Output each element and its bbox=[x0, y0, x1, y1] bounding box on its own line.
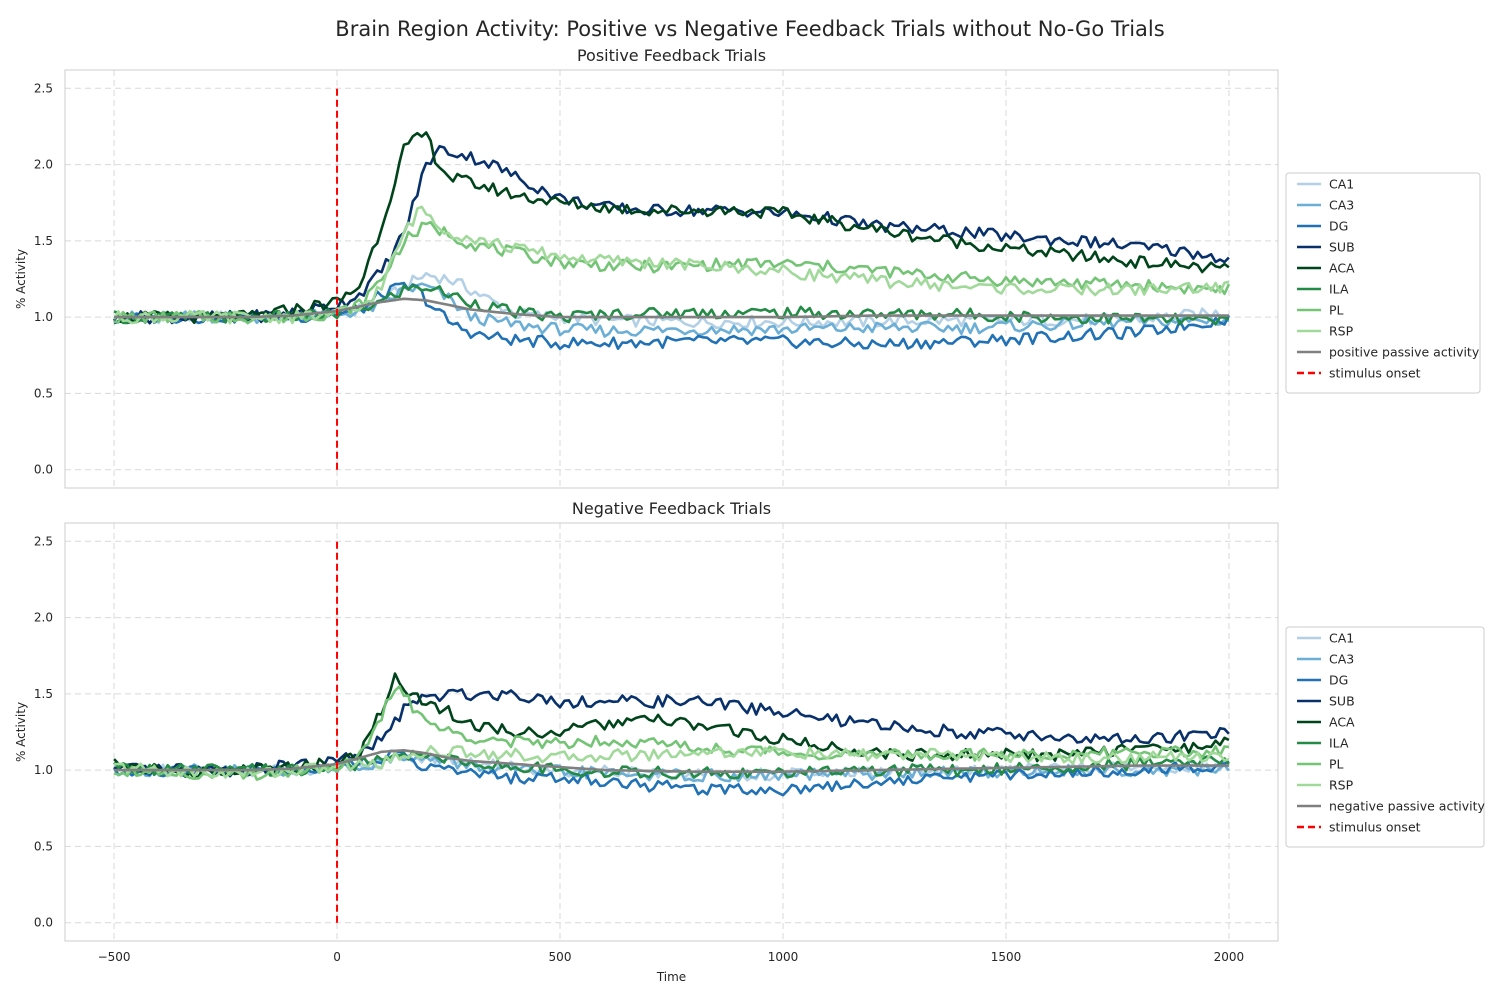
legend-label: stimulus onset bbox=[1329, 366, 1421, 381]
legend: CA1 CA3 DG SUB ACA ILA PL RSP negative passive a… bbox=[1285, 626, 1485, 848]
legend-label: ACA bbox=[1329, 715, 1355, 730]
y-tick-label: 2.5 bbox=[34, 81, 53, 95]
legend-label: DG bbox=[1329, 673, 1348, 688]
legend-label: PL bbox=[1329, 303, 1344, 318]
axes-frame bbox=[64, 522, 1279, 942]
legend-label: SUB bbox=[1329, 694, 1355, 709]
y-tick-label: 2.5 bbox=[34, 534, 53, 548]
series-line-ca3 bbox=[113, 282, 1230, 338]
x-tick-label: 1500 bbox=[991, 950, 1022, 964]
axes-frame bbox=[64, 69, 1279, 489]
series-line-positive-passive-activity bbox=[114, 297, 1229, 319]
legend-label: ILA bbox=[1329, 736, 1349, 751]
legend: CA1 CA3 DG SUB ACA ILA PL RSP positive passive a… bbox=[1285, 172, 1481, 394]
legend-label: PL bbox=[1329, 757, 1344, 772]
legend-label: ACA bbox=[1329, 261, 1355, 276]
legend-label: CA1 bbox=[1329, 631, 1354, 646]
y-tick-label: 1.0 bbox=[34, 310, 53, 324]
series-line-rsp bbox=[113, 745, 1230, 779]
series-line-sub bbox=[113, 688, 1230, 778]
legend-label: stimulus onset bbox=[1329, 820, 1421, 835]
legend-label: CA3 bbox=[1329, 652, 1354, 667]
x-tick-label: −500 bbox=[98, 950, 131, 964]
legend-label: positive passive activity bbox=[1329, 345, 1480, 360]
series-line-aca bbox=[113, 131, 1230, 325]
negative-feedback-panel: 0.0 0.5 1.0 1.5 2.0 2.5 −500 0 500 1000 1500 2000 Ne… bbox=[14, 499, 1485, 984]
series-line-negative-passive-activity bbox=[114, 749, 1229, 773]
y-tick-label: 0.5 bbox=[34, 386, 53, 400]
legend-label: SUB bbox=[1329, 240, 1355, 255]
y-tick-label: 1.0 bbox=[34, 763, 53, 777]
negative-panel-title: Negative Feedback Trials bbox=[572, 499, 771, 518]
y-axis-label: % Activity bbox=[14, 249, 28, 309]
x-tick-label: 0 bbox=[333, 950, 341, 964]
legend-label: DG bbox=[1329, 219, 1348, 234]
legend-label: CA1 bbox=[1329, 177, 1354, 192]
y-tick-label: 0.0 bbox=[34, 463, 53, 477]
legend-label: RSP bbox=[1329, 778, 1354, 793]
y-tick-label: 1.5 bbox=[34, 234, 53, 248]
figure-suptitle: Brain Region Activity: Positive vs Negat… bbox=[335, 17, 1164, 41]
y-tick-label: 2.0 bbox=[34, 611, 53, 625]
series-line-sub bbox=[112, 144, 1230, 325]
y-tick-label: 0.0 bbox=[34, 916, 53, 930]
y-axis-label: % Activity bbox=[14, 702, 28, 762]
legend-label: RSP bbox=[1329, 324, 1354, 339]
legend-label: ILA bbox=[1329, 282, 1349, 297]
positive-feedback-panel: 0.0 0.5 1.0 1.5 2.0 2.5 Positive Feedback Tria… bbox=[14, 46, 1481, 489]
legend-label: negative passive activity bbox=[1329, 799, 1485, 814]
y-tick-label: 2.0 bbox=[34, 158, 53, 172]
x-tick-label: 1000 bbox=[768, 950, 799, 964]
series-line-dg bbox=[113, 281, 1231, 351]
legend-box bbox=[1285, 172, 1481, 394]
x-axis-label: Time bbox=[656, 970, 686, 984]
legend-label: CA3 bbox=[1329, 198, 1354, 213]
x-tick-label: 500 bbox=[549, 950, 572, 964]
legend-box bbox=[1285, 626, 1485, 848]
x-tick-label: 2000 bbox=[1214, 950, 1245, 964]
y-tick-label: 1.5 bbox=[34, 687, 53, 701]
y-tick-label: 0.5 bbox=[34, 839, 53, 853]
positive-panel-title: Positive Feedback Trials bbox=[577, 46, 766, 65]
